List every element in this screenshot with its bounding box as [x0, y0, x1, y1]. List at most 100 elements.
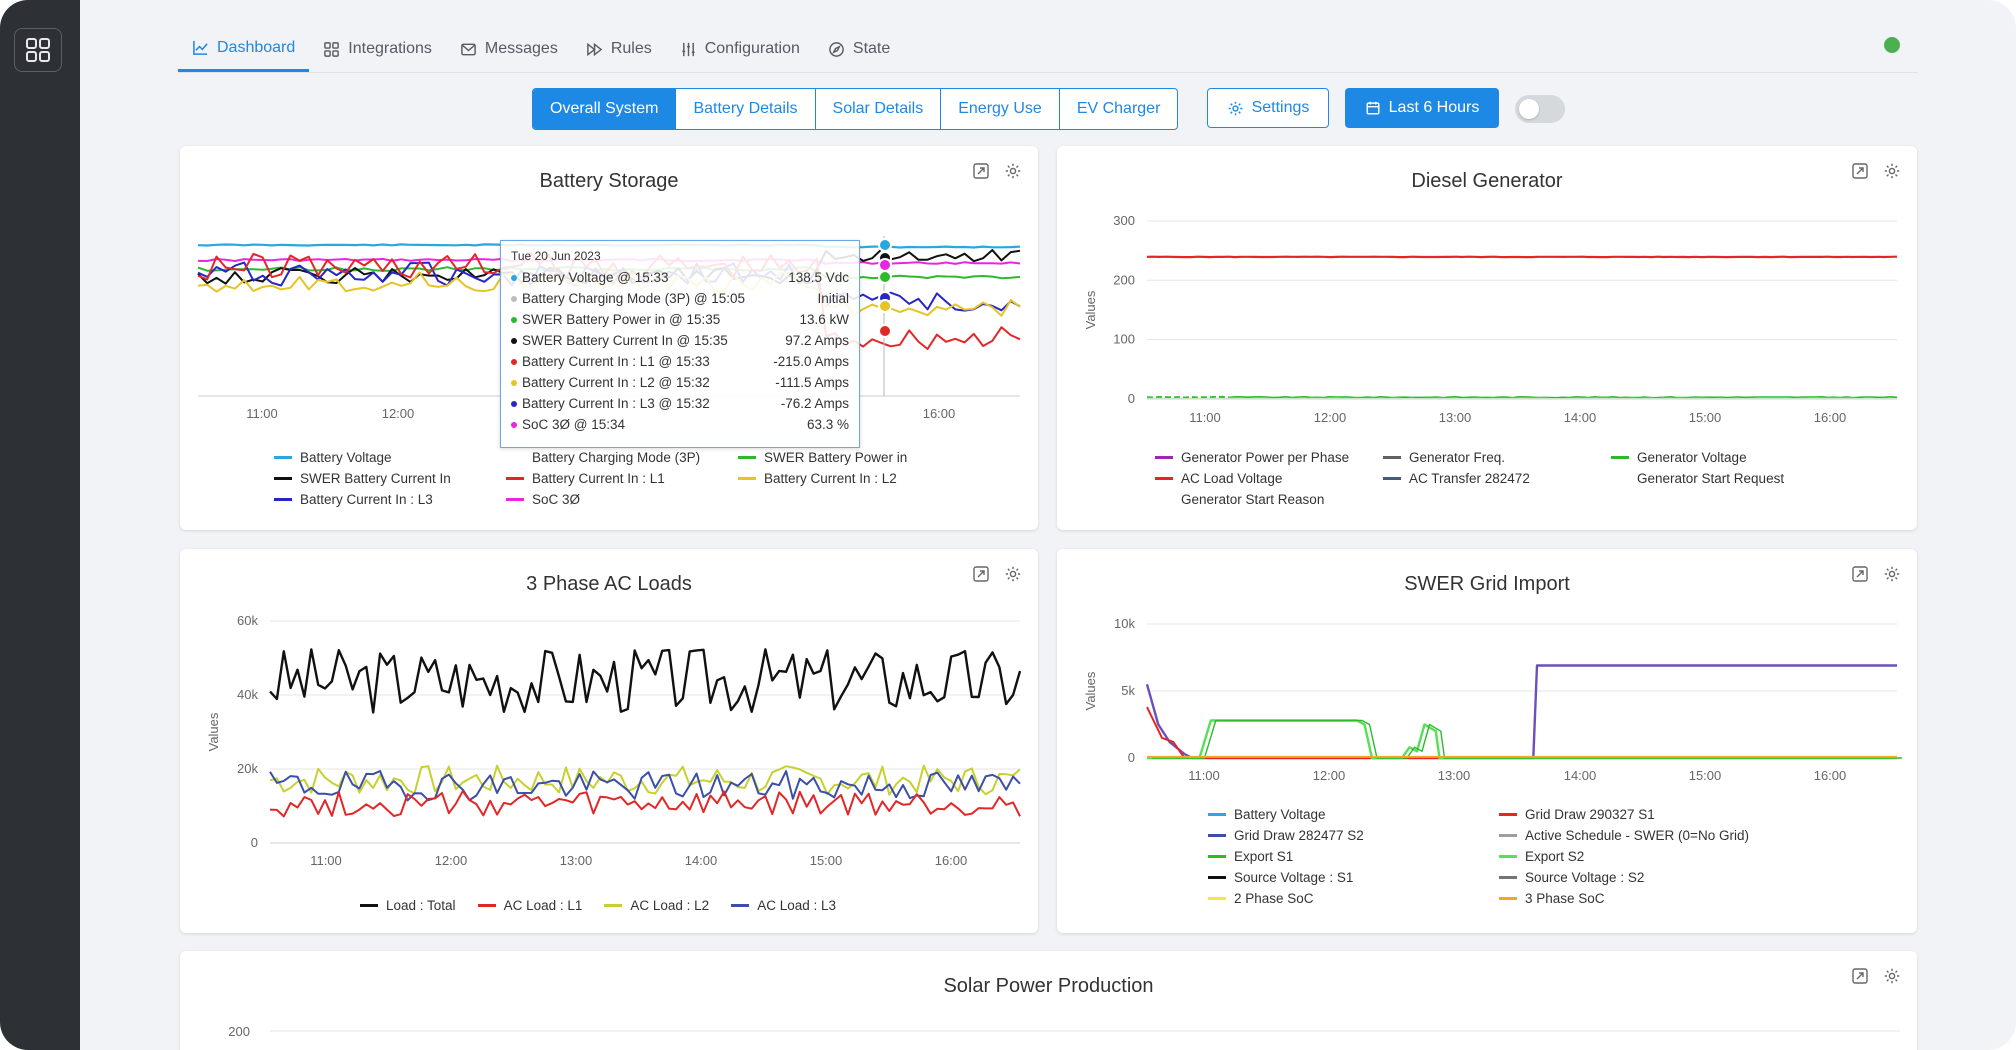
series-line-ac-load-l2: [269, 764, 1021, 796]
settings-button[interactable]: Settings: [1207, 88, 1329, 128]
series-line-ac-load-l3: [269, 770, 1021, 802]
legend-item[interactable]: Source Voltage : S1: [1208, 870, 1499, 885]
swer-grid-import-chart: 10k 5k 0 11:00 12:00 13:00 14:00 15:00 16:00 Valu…: [1083, 616, 1902, 783]
grid-icon: [324, 41, 340, 57]
tab-integrations[interactable]: Integrations: [309, 26, 446, 72]
subtab-overall-system[interactable]: Overall System: [533, 89, 677, 129]
tab-messages[interactable]: Messages: [446, 26, 572, 72]
tab-state[interactable]: State: [814, 26, 904, 72]
gear-icon: [1228, 101, 1242, 115]
gear-icon[interactable]: [1883, 967, 1901, 985]
legend-swatch: [506, 456, 524, 459]
tooltip-row: SWER Battery Current In @ 15:35 97.2 Amps: [511, 330, 849, 351]
legend-item[interactable]: Load : Total: [360, 898, 456, 913]
expand-icon[interactable]: [972, 162, 990, 180]
legend-label: Source Voltage : S1: [1234, 870, 1354, 885]
tooltip-label: SWER Battery Power in @ 15:35: [522, 312, 721, 327]
time-range-button[interactable]: Last 6 Hours: [1345, 88, 1499, 128]
legend-item[interactable]: Generator Power per Phase: [1155, 450, 1383, 465]
legend-item[interactable]: Battery Voltage: [1208, 807, 1499, 822]
legend-item[interactable]: SWER Battery Current In: [274, 471, 506, 486]
expand-icon[interactable]: [1851, 162, 1869, 180]
x-tick-label: 15:00: [1689, 768, 1722, 783]
legend-label: Grid Draw 282477 S2: [1234, 828, 1364, 843]
gear-icon[interactable]: [1883, 162, 1901, 180]
y-tick-label: 5k: [1121, 683, 1135, 698]
legend-item[interactable]: Grid Draw 290327 S1: [1499, 807, 1790, 822]
x-tick-label: 12:00: [435, 853, 468, 868]
fast-forward-icon: [586, 42, 603, 56]
tab-dashboard[interactable]: Dashboard: [178, 26, 310, 72]
legend-item[interactable]: Battery Current In : L3: [274, 492, 506, 507]
legend-swatch: [274, 477, 292, 480]
tab-label: Dashboard: [217, 38, 296, 56]
legend-swatch: [1155, 477, 1173, 480]
legend-item[interactable]: Generator Start Request: [1611, 471, 1839, 486]
legend-swatch: [1499, 834, 1517, 837]
legend-item[interactable]: Generator Start Reason: [1155, 492, 1383, 507]
hover-marker: [878, 299, 892, 313]
tooltip-row-label-group: Battery Current In : L3 @ 15:32: [511, 396, 710, 411]
legend-item[interactable]: Generator Freq.: [1383, 450, 1611, 465]
legend-item[interactable]: 3 Phase SoC: [1499, 891, 1790, 906]
tab-rules[interactable]: Rules: [572, 26, 666, 72]
legend-item[interactable]: Active Schedule - SWER (0=No Grid): [1499, 828, 1790, 843]
panel-title: Battery Storage: [539, 170, 679, 192]
series-line-generator-voltage: [1228, 396, 1898, 399]
legend-swatch: [1208, 834, 1226, 837]
legend-item[interactable]: 2 Phase SoC: [1208, 891, 1499, 906]
legend-item[interactable]: SWER Battery Power in: [738, 450, 970, 465]
tooltip-value: Initial: [817, 291, 849, 306]
expand-icon[interactable]: [1851, 565, 1869, 583]
subtab-energy-use[interactable]: Energy Use: [941, 89, 1060, 129]
legend-item[interactable]: AC Transfer 282472: [1383, 471, 1611, 486]
legend-item[interactable]: Export S1: [1208, 849, 1499, 864]
x-tick-label: 14:00: [685, 853, 718, 868]
legend-item[interactable]: AC Load : L2: [604, 898, 709, 913]
x-tick-label: 15:00: [1689, 410, 1722, 425]
legend-item[interactable]: Battery Current In : L1: [506, 471, 738, 486]
legend-swatch: [731, 904, 750, 907]
legend-label: Load : Total: [386, 898, 456, 913]
gear-icon[interactable]: [1004, 565, 1022, 583]
legend-item[interactable]: Battery Current In : L2: [738, 471, 970, 486]
legend-item[interactable]: AC Load : L1: [477, 898, 582, 913]
y-axis-title: Values: [1083, 290, 1098, 329]
legend-item[interactable]: Source Voltage : S2: [1499, 870, 1790, 885]
expand-icon[interactable]: [972, 565, 990, 583]
tooltip-label: SWER Battery Current In @ 15:35: [522, 333, 728, 348]
legend-swatch: [506, 498, 524, 501]
panel-title: 3 Phase AC Loads: [526, 573, 692, 595]
solar-power-chart: 200: [228, 1024, 1900, 1039]
x-tick-label: 14:00: [1564, 410, 1597, 425]
legend-item[interactable]: AC Load Voltage: [1155, 471, 1383, 486]
apps-menu-button[interactable]: [14, 28, 62, 72]
subtab-battery-details[interactable]: Battery Details: [676, 89, 816, 129]
y-tick-label: 0: [251, 835, 258, 850]
legend-item[interactable]: Battery Voltage: [274, 450, 506, 465]
legend-label: 2 Phase SoC: [1234, 891, 1314, 906]
legend-swatch: [1611, 477, 1629, 480]
subtab-ev-charger[interactable]: EV Charger: [1076, 100, 1161, 117]
y-tick-label: 200: [1113, 272, 1135, 287]
legend-item[interactable]: Battery Charging Mode (3P): [506, 450, 738, 465]
tooltip-dot: [511, 421, 517, 428]
y-tick-label: 0: [1128, 750, 1135, 765]
legend-item[interactable]: Generator Voltage: [1611, 450, 1839, 465]
chart-legend: Load : Total AC Load : L1 AC Load : L2 AC L…: [360, 898, 836, 913]
gear-icon[interactable]: [1883, 565, 1901, 583]
compass-icon: [829, 41, 844, 57]
tooltip-label: Battery Voltage @ 15:33: [522, 270, 669, 285]
legend-item[interactable]: AC Load : L3: [731, 898, 836, 913]
expand-icon[interactable]: [1851, 967, 1869, 985]
subtab-solar-details[interactable]: Solar Details: [816, 89, 942, 129]
x-tick-label: 15:00: [810, 853, 843, 868]
legend-item[interactable]: Grid Draw 282477 S2: [1208, 828, 1499, 843]
x-tick-label: 14:00: [1564, 768, 1597, 783]
gear-icon[interactable]: [1004, 162, 1022, 180]
legend-item[interactable]: Export S2: [1499, 849, 1790, 864]
auto-refresh-toggle[interactable]: [1515, 95, 1565, 123]
legend-item[interactable]: SoC 3Ø: [506, 492, 738, 507]
tab-configuration[interactable]: Configuration: [666, 26, 814, 72]
